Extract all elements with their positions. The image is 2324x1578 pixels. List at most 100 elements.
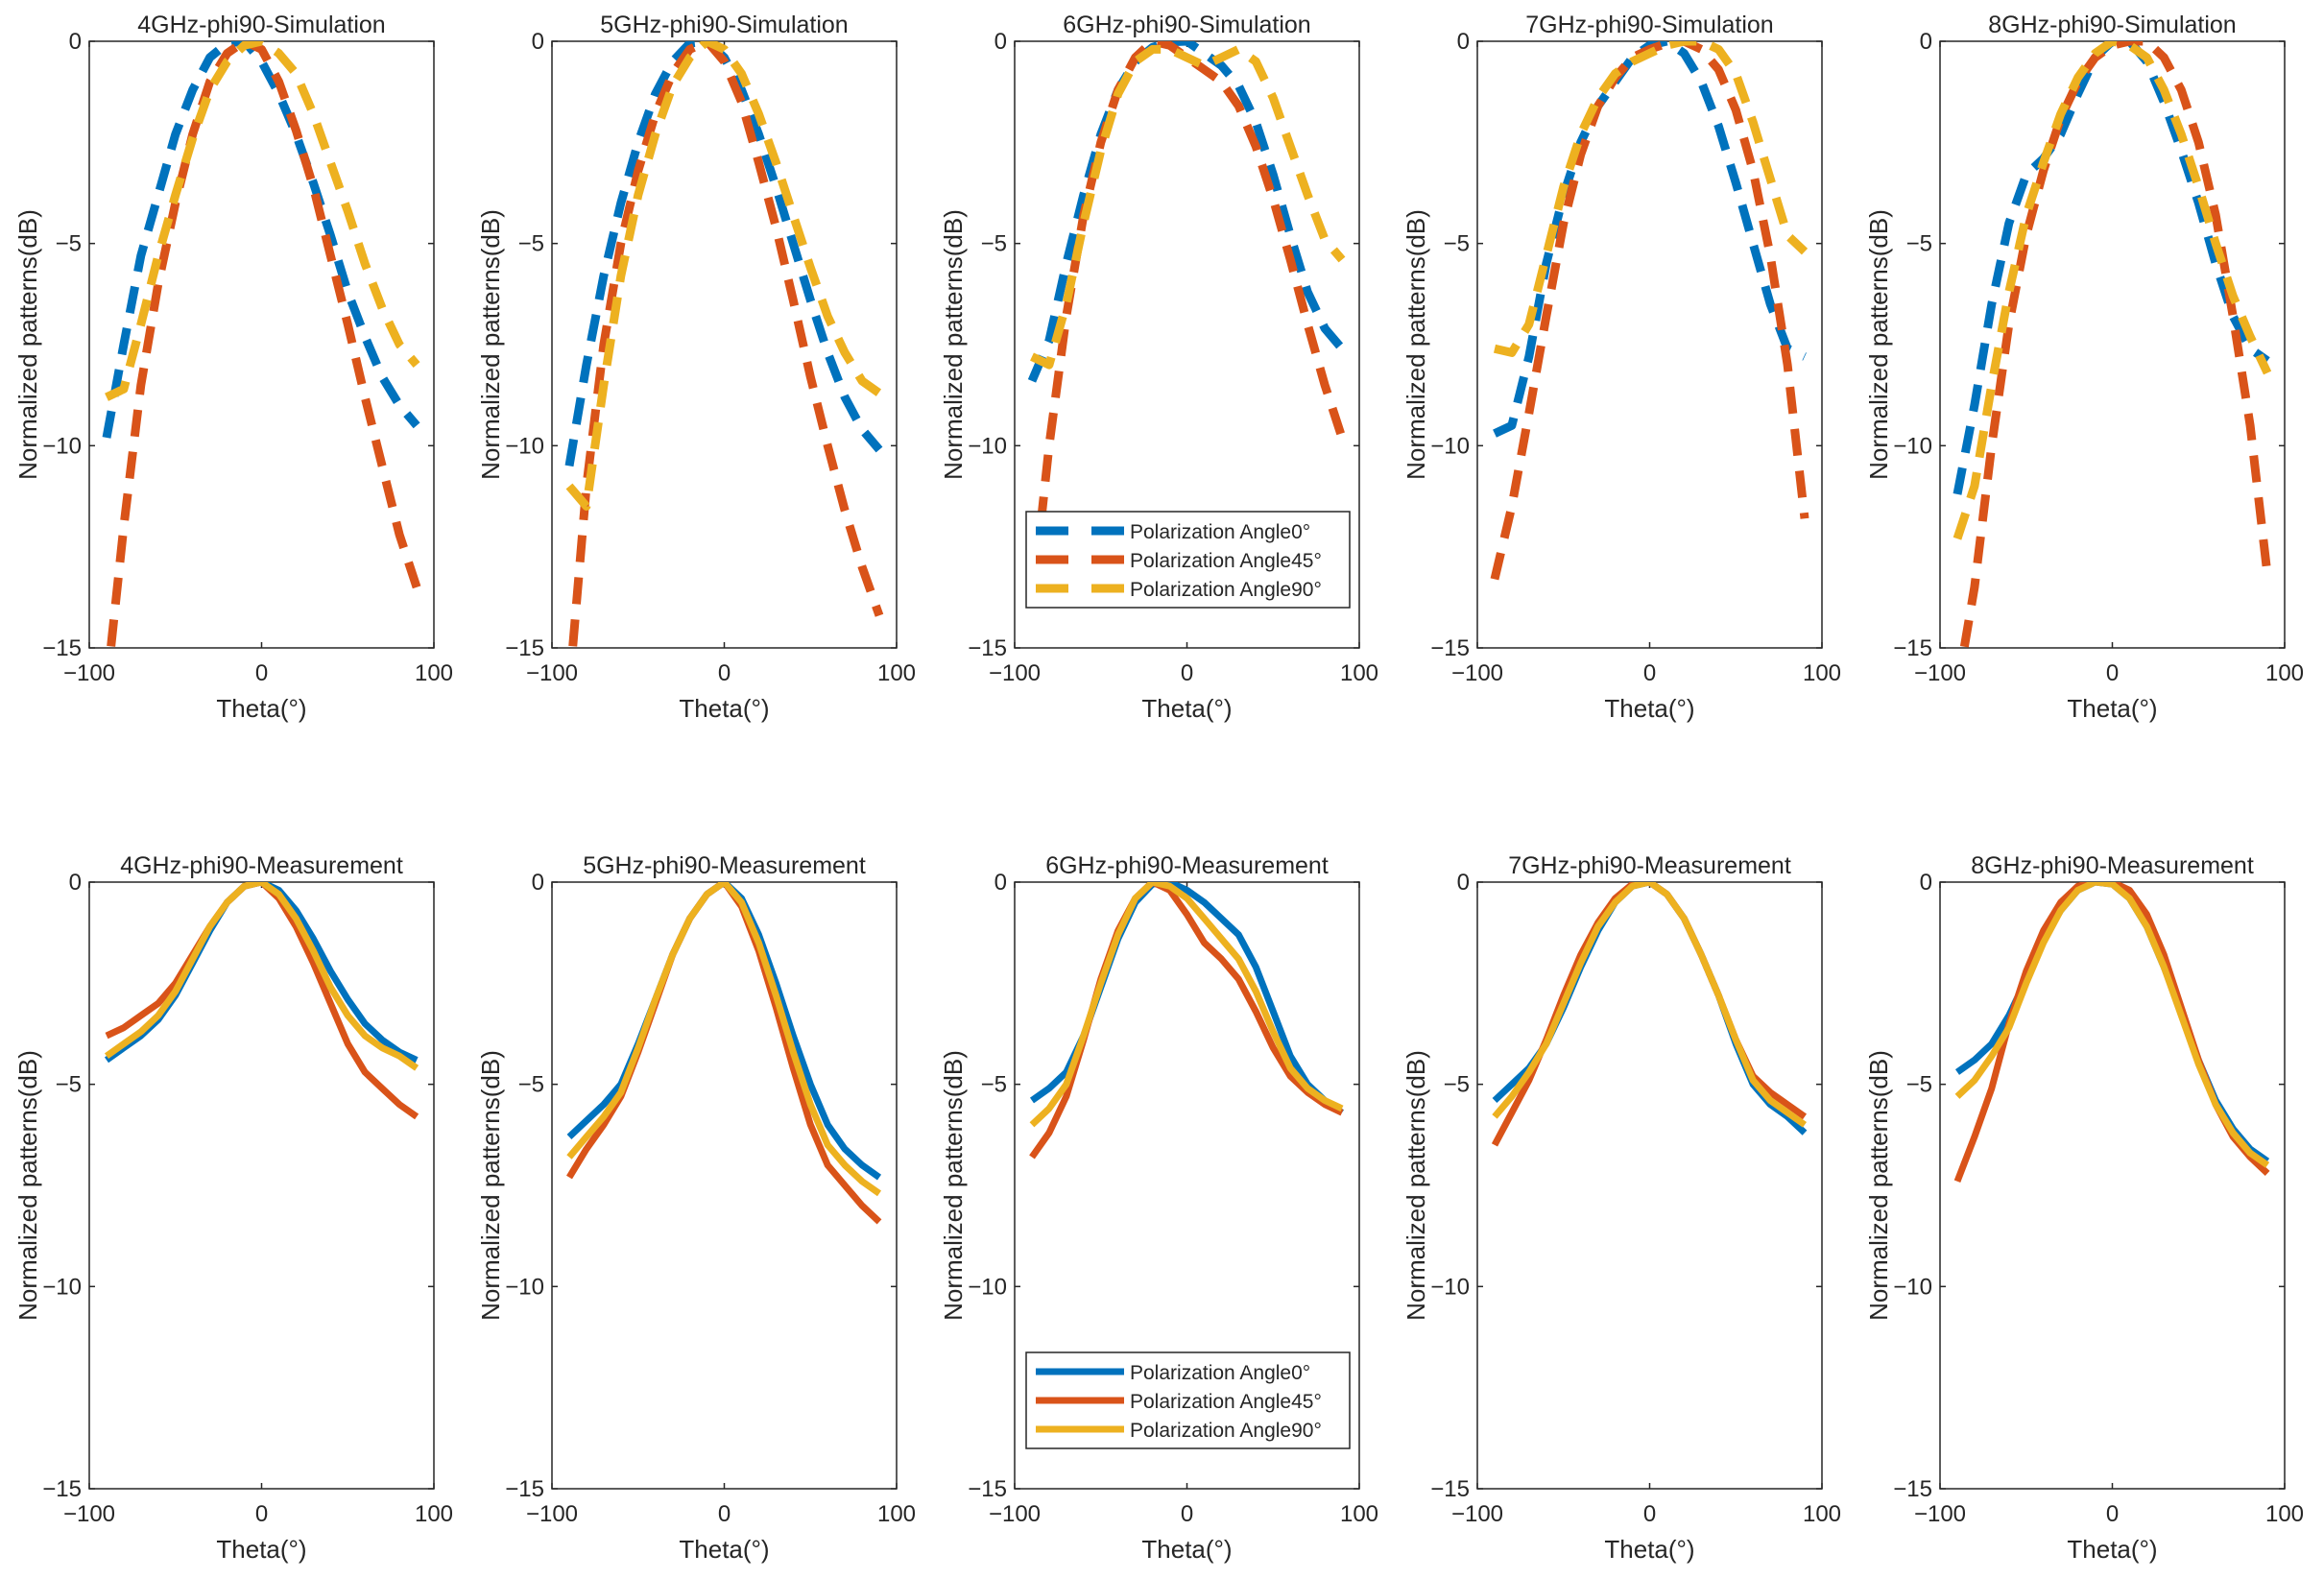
x-tick-label: 0 (2106, 660, 2119, 686)
subplot-3: −100 0 100 0 −5 −10 −15 6GHz-phi90-Simulation Th… (939, 12, 1378, 723)
y-tick-label: −15 (42, 635, 82, 661)
series-line-3 (565, 41, 882, 511)
chart-title: 7GHz-phi90-Measurement (1508, 852, 1791, 879)
chart-title: 8GHz-phi90-Simulation (1988, 12, 2236, 38)
x-tick-label: 0 (1181, 660, 1193, 686)
plot-area (1953, 882, 2270, 1184)
subplot-7: −100 0 100 0 −5 −10 −15 5GHz-phi90-Measurement T… (476, 852, 916, 1564)
y-axis-label: Normalized patterns(dB) (1864, 1050, 1893, 1321)
chart-title: 5GHz-phi90-Measurement (583, 852, 866, 879)
y-tick-label: −5 (56, 1072, 82, 1098)
y-axis-label: Normalized patterns(dB) (1864, 209, 1893, 480)
x-tick-label: 100 (2265, 1501, 2304, 1527)
series-line-2 (568, 41, 884, 648)
x-tick-label: 100 (1340, 1501, 1378, 1527)
chart-title: 7GHz-phi90-Simulation (1525, 12, 1773, 38)
y-axis-label: Normalized patterns(dB) (476, 1050, 505, 1321)
x-axis-label: Theta(°) (2067, 1535, 2157, 1564)
y-tick-label: −15 (1893, 635, 1932, 661)
y-tick-label: −5 (981, 231, 1007, 257)
subplot-2: −100 0 100 0 −5 −10 −15 5GHz-phi90-Simulation Th… (476, 12, 916, 723)
y-tick-label: −5 (1906, 231, 1932, 257)
series-line-3 (1492, 882, 1808, 1128)
x-tick-label: 0 (1643, 1501, 1656, 1527)
y-axis-label: Normalized patterns(dB) (13, 1050, 42, 1321)
y-tick-label: 0 (532, 29, 544, 55)
x-tick-label: 0 (1643, 660, 1656, 686)
axes-box (1476, 881, 1823, 1490)
y-tick-label: −10 (505, 1274, 544, 1300)
y-tick-label: 0 (1920, 870, 1932, 896)
legend: Polarization Angle0° Polarization Angle45… (1025, 511, 1351, 609)
plot-area (1491, 882, 1808, 1147)
y-tick-label: −15 (42, 1476, 82, 1502)
x-tick-label: 0 (2106, 1501, 2119, 1527)
subplot-4: −100 0 100 0 −5 −10 −15 7GHz-phi90-Simulation Th… (1402, 12, 1841, 723)
series-line-3 (566, 882, 882, 1197)
legend-label: Polarization Angle45° (1130, 550, 1322, 572)
x-axis-label: Theta(°) (679, 1535, 769, 1564)
y-tick-label: −15 (968, 635, 1007, 661)
y-axis-label: Normalized patterns(dB) (1402, 1050, 1430, 1321)
y-tick-label: 0 (994, 29, 1007, 55)
subplot-9: −100 0 100 0 −5 −10 −15 7GHz-phi90-Measurement T… (1402, 852, 1841, 1564)
plot-area (1490, 41, 1809, 581)
y-tick-label: −10 (968, 433, 1007, 459)
y-tick-label: −10 (505, 433, 544, 459)
x-axis-label: Theta(°) (1604, 694, 1694, 723)
legend-label: Polarization Angle90° (1130, 579, 1322, 601)
plot-area (102, 41, 421, 648)
series-line-3 (1954, 882, 2270, 1168)
series-line-3 (104, 882, 419, 1071)
series-line-3 (105, 41, 420, 401)
y-tick-label: −5 (1444, 231, 1470, 257)
plot-area (1029, 882, 1345, 1160)
x-tick-label: 0 (1181, 1501, 1193, 1527)
x-tick-label: 100 (415, 1501, 453, 1527)
y-tick-label: −15 (1430, 1476, 1470, 1502)
chart-title: 4GHz-phi90-Simulation (137, 12, 385, 38)
chart-title: 8GHz-phi90-Measurement (1971, 852, 2254, 879)
y-tick-label: −5 (56, 231, 82, 257)
x-tick-label: −100 (526, 1501, 578, 1527)
plot-area (1953, 41, 2272, 648)
y-tick-label: −10 (1430, 433, 1470, 459)
x-tick-label: −100 (63, 660, 115, 686)
y-tick-label: −15 (1430, 635, 1470, 661)
x-axis-label: Theta(°) (679, 694, 769, 723)
x-tick-label: −100 (63, 1501, 115, 1527)
x-tick-label: −100 (1914, 660, 1966, 686)
x-tick-label: 0 (255, 1501, 268, 1527)
series-line-3 (1030, 44, 1346, 370)
series-line-2 (106, 41, 421, 648)
y-tick-label: −5 (1444, 1072, 1470, 1098)
legend-box (1025, 511, 1351, 609)
x-tick-label: 100 (415, 660, 453, 686)
y-tick-label: −15 (1893, 1476, 1932, 1502)
series-line-2 (105, 882, 419, 1120)
y-tick-label: −10 (1430, 1274, 1470, 1300)
y-tick-label: −5 (1906, 1072, 1932, 1098)
y-tick-label: −15 (505, 635, 544, 661)
chart-title: 5GHz-phi90-Simulation (600, 12, 848, 38)
series-line-3 (1953, 41, 2272, 540)
x-tick-label: 0 (718, 1501, 731, 1527)
x-tick-label: 100 (877, 660, 916, 686)
plot-area (564, 41, 884, 648)
plot-area (104, 882, 419, 1120)
y-tick-label: 0 (1457, 870, 1470, 896)
subplot-8: −100 0 100 0 −5 −10 −15 6GHz-phi90-Measurement T… (939, 852, 1378, 1564)
axes-box (1939, 881, 2286, 1490)
y-tick-label: −15 (505, 1476, 544, 1502)
x-axis-label: Theta(°) (1141, 1535, 1232, 1564)
chart-title: 6GHz-phi90-Simulation (1063, 12, 1310, 38)
chart-title: 4GHz-phi90-Measurement (120, 852, 403, 879)
y-tick-label: −10 (968, 1274, 1007, 1300)
y-axis-label: Normalized patterns(dB) (939, 1050, 968, 1321)
x-tick-label: 100 (1803, 660, 1841, 686)
y-tick-label: −5 (518, 1072, 544, 1098)
y-tick-label: −15 (968, 1476, 1007, 1502)
x-tick-label: 100 (2265, 660, 2304, 686)
x-axis-label: Theta(°) (216, 1535, 306, 1564)
